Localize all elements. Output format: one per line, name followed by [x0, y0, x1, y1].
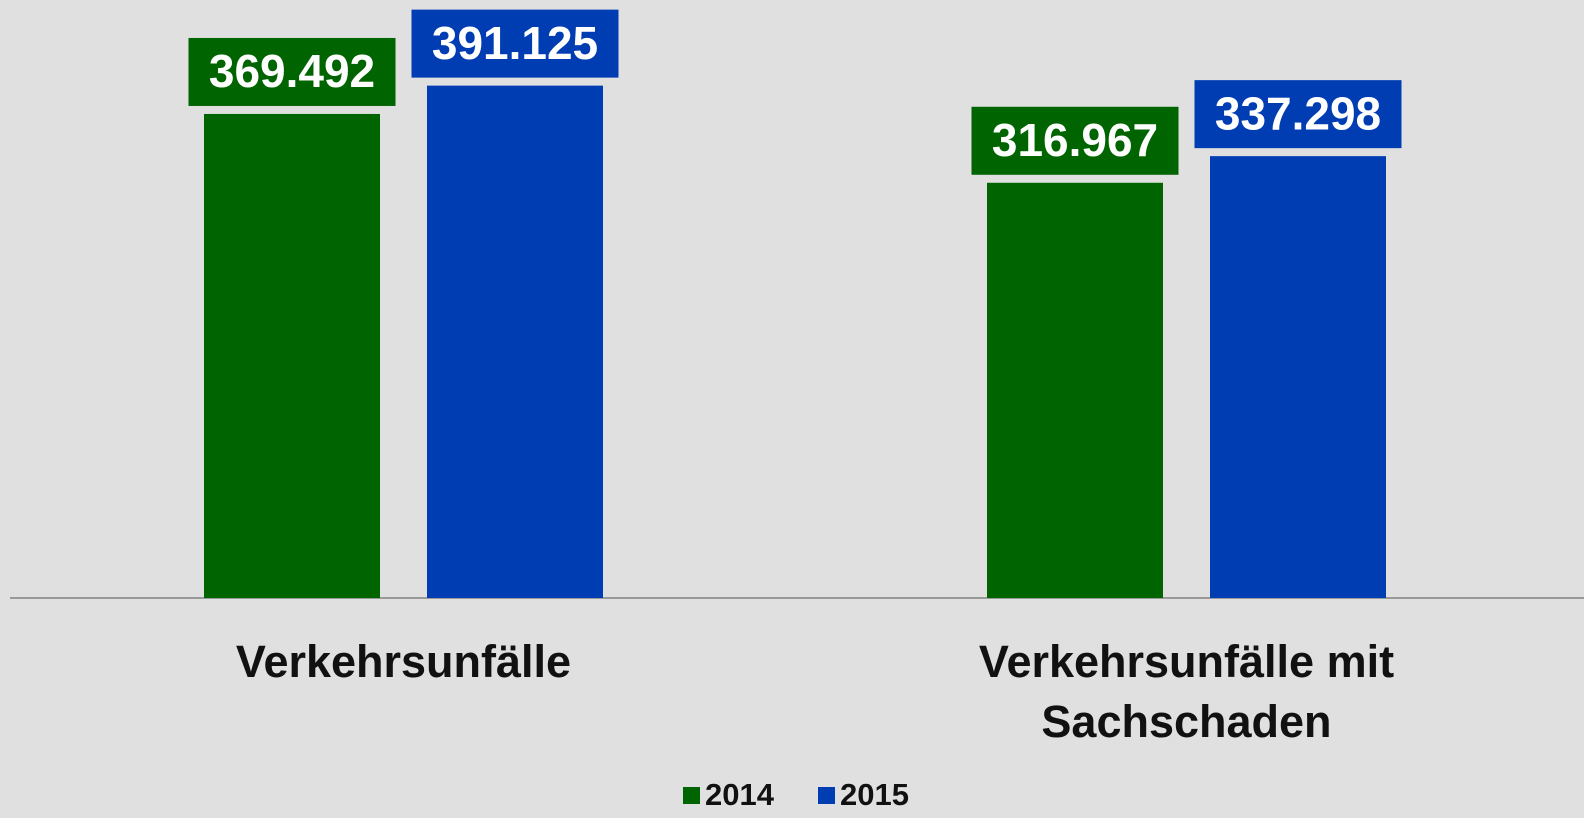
bar	[987, 182, 1163, 598]
label-box	[971, 106, 1179, 175]
bar	[427, 85, 603, 599]
label-box	[1194, 80, 1402, 149]
data-label: 369.492	[209, 45, 375, 97]
bar	[204, 113, 380, 598]
x-tick-label: Verkehrsunfälle mit Sachschaden	[978, 636, 1395, 747]
bar	[1210, 156, 1386, 598]
legend-label: 2015	[840, 777, 909, 812]
legend-label: 2014	[705, 777, 775, 812]
legend-swatch	[683, 787, 700, 804]
data-label: 337.298	[1215, 87, 1381, 139]
label-box	[411, 9, 619, 78]
label-box	[188, 37, 396, 106]
x-tick-label: Verkehrsunfälle	[235, 636, 572, 687]
data-label: 391.125	[432, 17, 598, 69]
legend-swatch	[818, 787, 835, 804]
data-label: 316.967	[992, 114, 1158, 166]
